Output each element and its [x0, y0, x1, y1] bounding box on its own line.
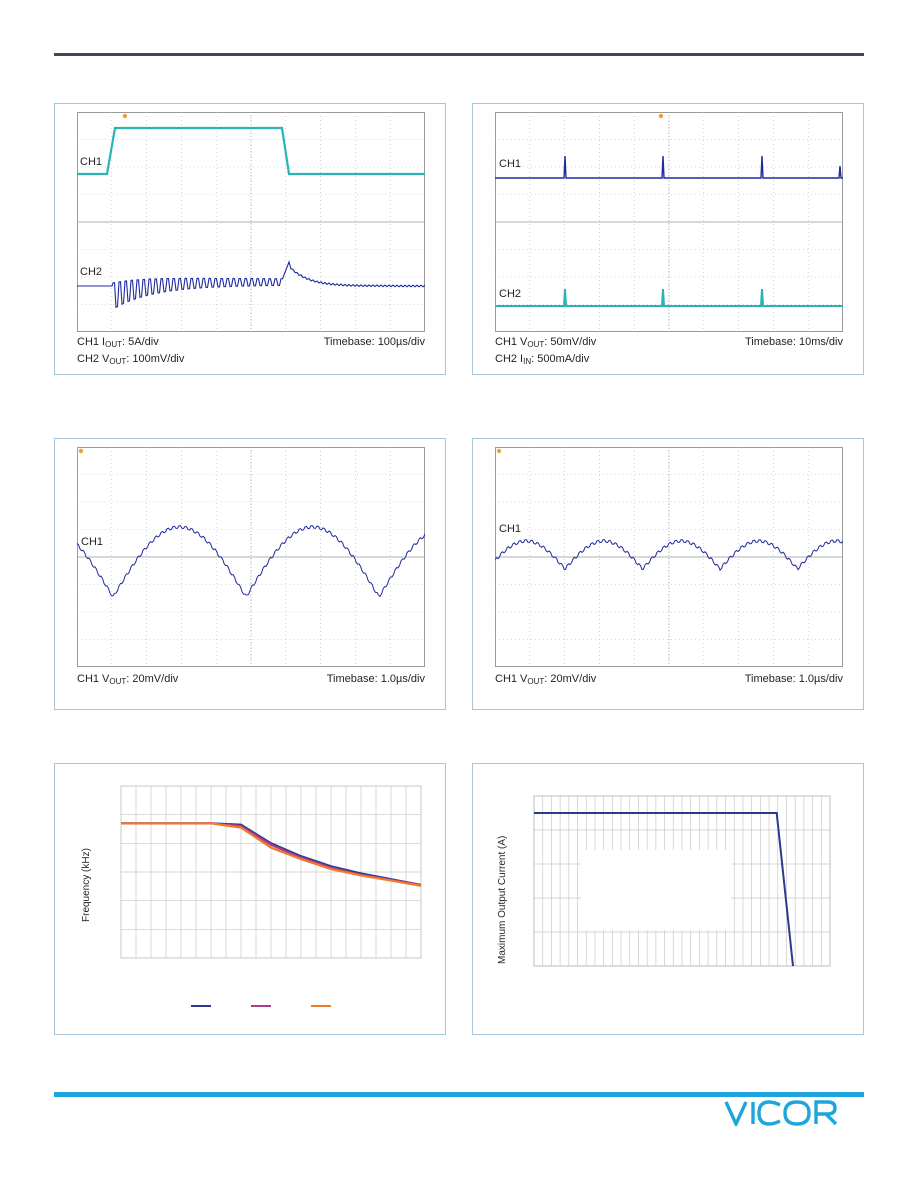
trigger-marker: [78, 448, 84, 454]
timebase-caption: Timebase: 100µs/div: [323, 336, 425, 348]
frequency-chart: [120, 785, 422, 1007]
ch2-label: CH2: [80, 266, 103, 278]
ch1-label: CH1: [81, 536, 104, 548]
ch2-label: CH2: [499, 288, 522, 300]
timebase-caption: Timebase: 1.0µs/div: [744, 673, 843, 685]
footer-rule: [54, 1092, 864, 1097]
ch1-scale-caption: CH1 VOUT: 20mV/div: [77, 673, 179, 686]
ch1-output-voltage-trace: [495, 155, 843, 179]
vicor-logo: [724, 1100, 838, 1126]
chart-panel-frequency: Frequency (kHz): [54, 763, 446, 1035]
derating-chart: [533, 795, 831, 967]
legend-blank-area: [581, 850, 731, 930]
trigger-marker: [658, 113, 664, 119]
ch2-scale-caption: CH2 VOUT: 100mV/div: [77, 353, 185, 366]
trigger-marker: [122, 113, 128, 119]
scope-grid-3: [77, 447, 425, 667]
ch1-label: CH1: [80, 156, 103, 168]
chart-panel-derating: Maximum Output Current (A): [472, 763, 864, 1035]
scope-grid-2: [495, 112, 843, 332]
derating-curve: [534, 812, 794, 967]
timebase-caption: Timebase: 10ms/div: [744, 336, 843, 348]
scope-panel-ripple-b: CH1 CH1 VOUT: 20mV/div Timebase: 1.0µs/d…: [472, 438, 864, 710]
trigger-marker: [496, 448, 502, 454]
scope-panel-input-current: CH1 CH2 CH1 VOUT: 50mV/div CH2 IIN: 500m…: [472, 103, 864, 375]
ch1-load-current-trace: [77, 126, 425, 176]
scope-panel-load-step: CH1 CH2 CH1 IOUT: 5A/div CH2 VOUT: 100mV…: [54, 103, 446, 375]
ch1-label: CH1: [499, 158, 522, 170]
ch1-label: CH1: [499, 523, 522, 535]
scope-grid-1: [77, 112, 425, 332]
ch2-output-voltage-trace: [77, 260, 425, 309]
ch2-scale-caption: CH2 IIN: 500mA/div: [495, 353, 590, 366]
scope-panel-ripple-a: CH1 CH1 VOUT: 20mV/div Timebase: 1.0µs/d…: [54, 438, 446, 710]
ch1-scale-caption: CH1 VOUT: 20mV/div: [495, 673, 597, 686]
ch1-output-ripple-trace: [495, 539, 843, 572]
timebase-caption: Timebase: 1.0µs/div: [326, 673, 425, 685]
scope-grid-4: [495, 447, 843, 667]
ch2-input-current-trace: [495, 288, 843, 307]
series-line-3: [121, 822, 422, 887]
ch1-scale-caption: CH1 IOUT: 5A/div: [77, 336, 159, 349]
ch1-output-ripple-trace: [77, 525, 425, 598]
y-axis-label: Frequency (kHz): [81, 848, 92, 922]
ch1-scale-caption: CH1 VOUT: 50mV/div: [495, 336, 597, 349]
header-rule: [54, 53, 864, 56]
y-axis-label: Maximum Output Current (A): [497, 835, 508, 964]
